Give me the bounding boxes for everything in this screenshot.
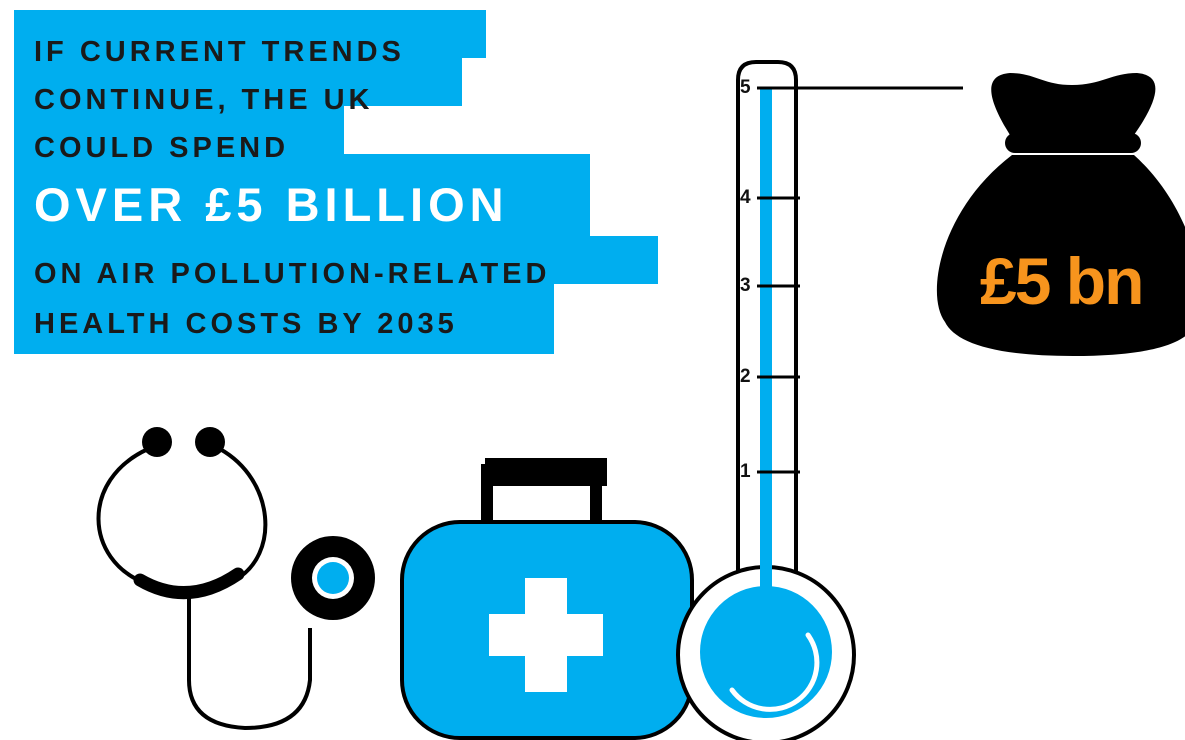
headline-bg-4 [14,154,590,236]
tick-label-1: 1 [740,461,751,482]
headline-bg-6 [14,284,554,354]
headline-line-6: HEALTH COSTS BY 2035 [34,308,458,340]
stethoscope-icon [96,427,375,731]
money-bag-label: £5 bn [980,244,1144,318]
headline-line-3: COULD SPEND [34,132,290,164]
tick-label-3: 3 [740,275,751,296]
headline-bg-2 [14,58,462,106]
tick-label-5: 5 [740,77,751,98]
tick-label-4: 4 [740,187,751,208]
headline-line-5: ON AIR POLLUTION-RELATED [34,258,551,290]
first-aid-kit-icon [400,458,694,740]
headline-line-1: IF CURRENT TRENDS [34,36,405,68]
thermometer-mercury-column [760,88,772,598]
headline-bg-3 [14,106,344,154]
headline-emphasis: OVER £5 BILLION [34,178,509,231]
thermometer-icon [676,60,963,740]
headline-bg-5 [14,236,658,284]
headline-bg-1 [14,10,486,58]
tick-label-2: 2 [740,366,751,387]
money-bag-icon [936,73,1185,356]
headline-line-2: CONTINUE, THE UK [34,84,374,116]
